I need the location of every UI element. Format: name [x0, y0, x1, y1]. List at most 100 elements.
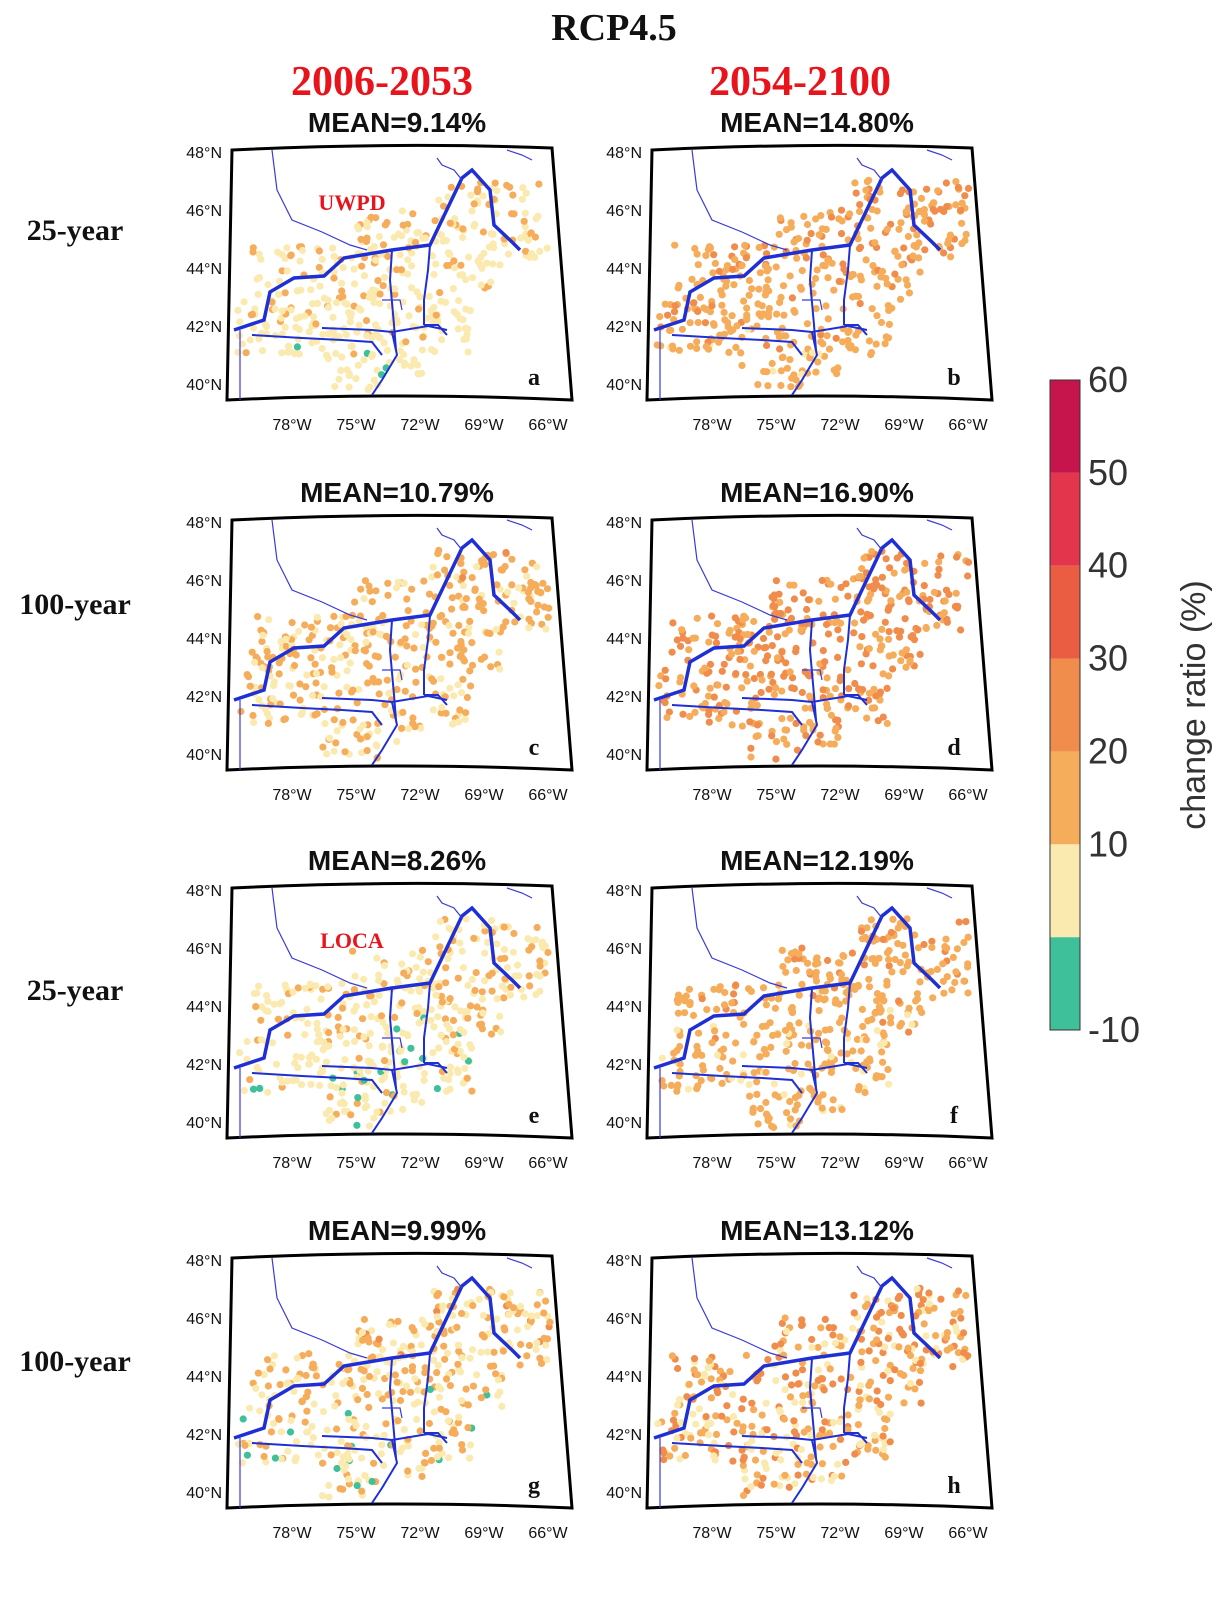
station-point — [380, 1461, 388, 1470]
station-point — [253, 1063, 261, 1071]
station-point — [698, 1051, 706, 1059]
station-point — [905, 1028, 913, 1036]
station-point — [764, 382, 772, 390]
station-point — [430, 270, 438, 279]
station-point — [394, 1317, 402, 1325]
station-point — [812, 274, 820, 283]
station-point — [720, 1001, 729, 1009]
state-border — [844, 324, 868, 336]
station-point — [720, 660, 728, 668]
station-point — [478, 995, 486, 1003]
station-point — [246, 1076, 254, 1084]
station-point — [398, 960, 406, 968]
station-point — [954, 1287, 963, 1295]
station-point — [837, 230, 846, 238]
station-point — [363, 1390, 371, 1399]
station-point — [700, 304, 708, 312]
station-point — [764, 1116, 772, 1125]
station-point — [450, 257, 458, 265]
station-point — [853, 1035, 861, 1043]
station-point — [355, 225, 363, 233]
station-point — [867, 351, 875, 359]
station-point — [398, 999, 406, 1007]
station-point — [806, 968, 814, 976]
station-point — [319, 743, 327, 751]
station-point — [879, 997, 887, 1005]
station-point — [346, 318, 354, 326]
station-point — [466, 617, 474, 625]
station-point — [362, 317, 371, 325]
station-point — [354, 1396, 362, 1404]
station-point — [539, 944, 547, 952]
station-point — [318, 1492, 327, 1500]
station-point — [857, 1335, 865, 1343]
station-point — [296, 680, 304, 688]
station-point — [324, 1042, 332, 1050]
station-point — [838, 217, 846, 225]
station-point — [533, 563, 541, 571]
station-point — [446, 581, 454, 590]
station-point — [249, 711, 257, 720]
station-point — [524, 1323, 532, 1331]
station-point — [417, 724, 425, 732]
station-point — [413, 288, 421, 296]
station-point — [897, 1311, 905, 1320]
station-point — [332, 1392, 340, 1400]
station-point — [824, 1047, 832, 1055]
station-point — [282, 642, 291, 651]
station-point — [487, 1030, 496, 1038]
station-point — [338, 287, 346, 295]
state-border — [653, 905, 942, 1070]
state-border — [671, 1442, 803, 1464]
station-point — [442, 709, 450, 717]
station-point — [880, 1031, 888, 1039]
station-point — [377, 1450, 385, 1458]
station-point — [865, 696, 873, 704]
station-point — [461, 324, 470, 332]
station-point — [435, 1444, 443, 1452]
station-point — [857, 608, 865, 616]
station-point — [365, 1372, 374, 1381]
station-point — [305, 328, 313, 336]
panel-c: MEAN=10.79%48°N46°N44°N42°N40°N78°W 75°W 7… — [186, 477, 574, 804]
station-point — [816, 1443, 824, 1451]
station-point — [835, 1018, 844, 1027]
station-point — [900, 1399, 908, 1407]
station-point — [329, 244, 337, 252]
station-point — [257, 1016, 265, 1024]
station-point — [791, 1059, 799, 1068]
station-point — [391, 290, 399, 298]
station-point — [772, 684, 780, 692]
station-point — [344, 1409, 352, 1418]
station-point — [764, 276, 772, 284]
station-point — [293, 1375, 301, 1383]
station-point — [739, 1461, 747, 1470]
station-point — [355, 617, 363, 625]
station-point — [858, 633, 866, 641]
station-point — [818, 576, 826, 585]
station-point — [494, 1376, 502, 1384]
station-point — [814, 1366, 823, 1374]
station-point — [495, 648, 503, 656]
station-point — [308, 1422, 316, 1431]
station-point — [440, 202, 448, 210]
state-border — [791, 701, 819, 766]
station-point — [903, 962, 911, 970]
station-point — [837, 583, 845, 592]
station-point — [678, 995, 687, 1003]
station-point — [402, 622, 410, 630]
station-point — [866, 612, 874, 620]
station-point — [432, 311, 440, 319]
station-point — [289, 691, 298, 699]
station-point — [252, 1003, 260, 1011]
station-point — [398, 724, 406, 732]
station-point — [718, 667, 726, 675]
station-point — [307, 1441, 315, 1449]
station-point — [831, 595, 839, 603]
station-point — [542, 625, 550, 633]
station-point — [738, 361, 746, 370]
station-point — [535, 1289, 543, 1297]
station-point — [409, 950, 417, 958]
station-point — [799, 589, 807, 597]
